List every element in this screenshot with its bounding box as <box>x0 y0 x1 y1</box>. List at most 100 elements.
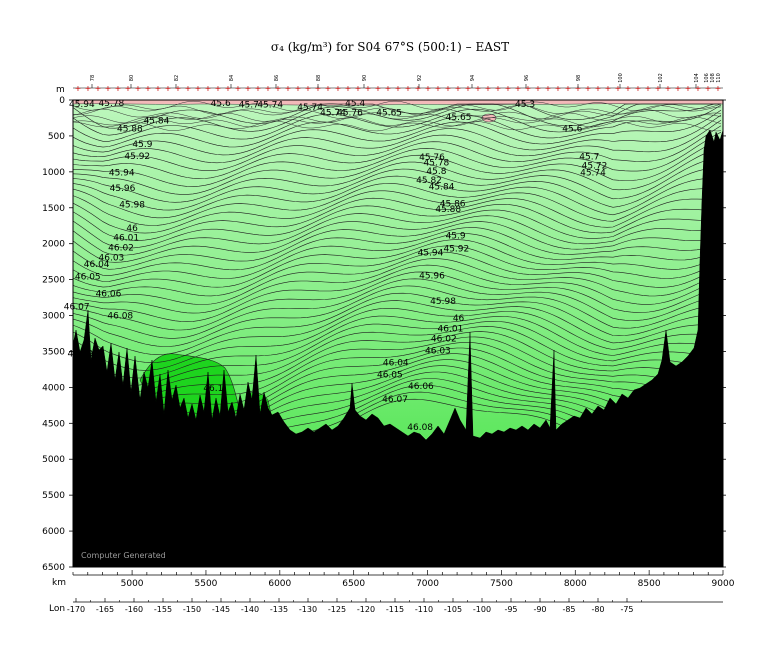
surface-contour <box>73 104 722 116</box>
lon-tick-label: -125 <box>328 605 346 614</box>
x-tick-label: 8000 <box>564 579 587 589</box>
contour-label: 45.96 <box>419 272 445 282</box>
contour-label: 45.82 <box>416 176 442 186</box>
contour-label: 45.7 <box>239 100 259 110</box>
station-marker: + <box>665 84 672 93</box>
x-tick-label: 7000 <box>416 579 439 589</box>
contour-label: 46.09 <box>68 350 94 360</box>
surface-contour <box>73 116 722 128</box>
lon-tick-label: -110 <box>415 605 433 614</box>
isopycnal-contour <box>73 315 722 379</box>
x-axis-unit: km <box>52 578 66 588</box>
contour-label: 45.88 <box>117 125 143 135</box>
station-marker: + <box>185 84 192 93</box>
contour-label: 45.76 <box>419 153 445 163</box>
station-marker: + <box>225 84 232 93</box>
isopycnal-contour <box>73 233 722 282</box>
lon-axis-label: Lon <box>49 604 65 614</box>
isopycnal-contour <box>73 157 722 211</box>
isopycnal-contour <box>73 209 722 256</box>
isopycnal-contour <box>73 103 721 136</box>
contour-label: 45.74 <box>320 109 346 119</box>
station-label: 98 <box>576 75 582 81</box>
lon-tick-label: -135 <box>270 605 288 614</box>
station-marker: + <box>455 84 462 93</box>
isopycnal-contour <box>73 292 722 355</box>
station-marker: + <box>595 84 602 93</box>
isopycnal-contour <box>73 131 722 187</box>
station-marker: + <box>335 84 342 93</box>
station-label-edge: 110 <box>716 73 722 83</box>
contour-label: 46.02 <box>431 335 457 345</box>
x-tick-label: 8500 <box>638 579 661 589</box>
isopycnal-contour <box>73 271 722 331</box>
contour-label: 45.74 <box>297 103 323 113</box>
isopycnal-contour <box>73 308 722 371</box>
computer-generated-note: Computer Generated <box>81 551 166 560</box>
station-marker: + <box>355 84 362 93</box>
contour-label: 45.72 <box>582 162 608 172</box>
station-label-edge: 108 <box>710 73 716 83</box>
lon-tick-label: -100 <box>473 605 491 614</box>
contour-label: 45.76 <box>337 109 363 119</box>
station-marker: + <box>505 84 512 93</box>
x-tick-label: 9000 <box>712 579 735 589</box>
station-marker: + <box>285 84 292 93</box>
station-marker: + <box>705 84 712 93</box>
y-tick-label: 3000 <box>42 312 65 322</box>
watermark-line-1: WOCE <box>117 526 133 532</box>
station-marker: + <box>95 84 102 93</box>
station-label: 96 <box>524 75 530 81</box>
plot-frame <box>72 99 724 568</box>
station-marker: + <box>235 84 242 93</box>
lon-tick-label: -115 <box>386 605 404 614</box>
isopycnal-contour <box>73 251 722 305</box>
station-marker: + <box>125 84 132 93</box>
isopycnal-contour <box>73 177 722 226</box>
contour-label: 46.06 <box>96 290 122 300</box>
contour-label: 45.65 <box>376 109 402 119</box>
contour-labels: 45.94 45.7845.8445.8845.945.9245.9445.964… <box>64 99 608 433</box>
station-marker: + <box>115 84 122 93</box>
station-label: 78 <box>90 75 96 81</box>
lon-tick-label: -170 <box>67 605 85 614</box>
station-marker: + <box>255 84 262 93</box>
lon-tick-label: -75 <box>620 605 633 614</box>
contour-label: 46.01 <box>113 234 139 244</box>
lon-tick-label: -165 <box>96 605 114 614</box>
station-marker: + <box>535 84 542 93</box>
station-marker: + <box>195 84 202 93</box>
station-marker: + <box>85 84 92 93</box>
contour-label: 45.4 <box>345 99 365 109</box>
contour-label: 45.6 <box>562 125 582 135</box>
isopycnal-contour <box>73 326 722 394</box>
contour-label: 45.86 <box>440 199 466 209</box>
surface-low-density <box>73 100 723 106</box>
isopycnal-contour <box>73 336 722 407</box>
isopycnal-contour <box>73 239 722 288</box>
station-marker: + <box>205 84 212 93</box>
lon-tick-label: -120 <box>357 605 375 614</box>
contour-label: 46.06 <box>408 382 434 392</box>
isopycnal-contour <box>73 188 722 234</box>
contour-label: 45.96 <box>110 184 136 194</box>
contour-label: 45.98 <box>430 297 456 307</box>
x-tick-label: 7500 <box>490 579 513 589</box>
station-label: 80 <box>129 75 135 81</box>
station-label: 90 <box>362 75 368 81</box>
station-marker: + <box>365 84 372 93</box>
lon-tick-label: -150 <box>183 605 201 614</box>
y-tick-label: 5000 <box>42 455 65 465</box>
station-marker: + <box>315 84 322 93</box>
contour-label: 46.08 <box>107 312 133 322</box>
isopycnal-contour <box>73 147 722 203</box>
x-tick-label: 5500 <box>195 579 218 589</box>
contour-label: 46 <box>453 314 465 324</box>
x-tick-label: 5000 <box>121 579 144 589</box>
contour-label: 45.3 <box>515 100 535 110</box>
isopycnal-contour <box>73 245 722 297</box>
isopycnal-contour <box>73 215 722 263</box>
station-marker: + <box>215 84 222 93</box>
station-marker: + <box>295 84 302 93</box>
station-marker: + <box>435 84 442 93</box>
